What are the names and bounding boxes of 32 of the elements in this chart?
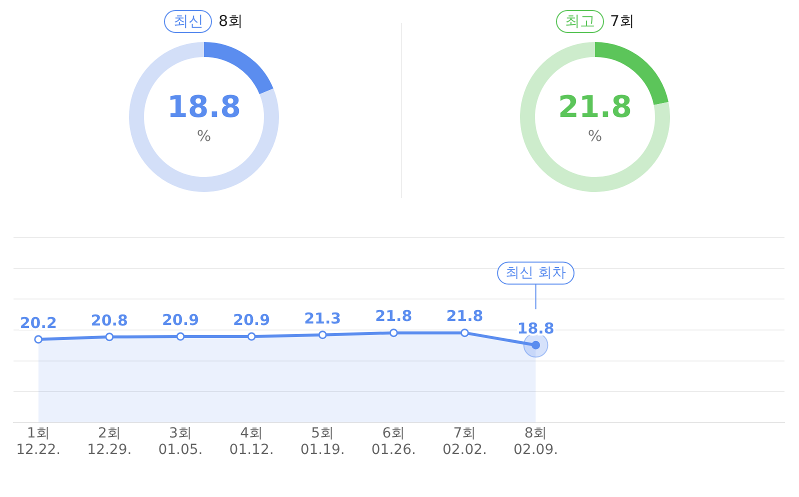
data-label: 20.8 xyxy=(90,311,128,330)
text: % xyxy=(588,126,602,145)
point xyxy=(247,332,256,341)
chart-subtitle: 7회 xyxy=(610,12,635,30)
data-label: 20.2 xyxy=(20,314,57,332)
chart-title: 최고 xyxy=(556,10,604,32)
data-label: 21.8 xyxy=(446,307,484,326)
data-label: 21.8 xyxy=(375,307,412,326)
x-tick-label: 2회 12.29. xyxy=(87,425,132,458)
x-tick-label: 5회 01.19. xyxy=(300,425,345,458)
point xyxy=(34,335,43,344)
x-tick-label: 4회 01.12. xyxy=(229,425,274,458)
chart-subtitle: 8회 xyxy=(218,12,244,30)
point xyxy=(105,332,114,342)
data-label: 18.8 xyxy=(517,320,554,338)
annotation: 최신 회차 xyxy=(506,264,566,281)
point xyxy=(176,332,185,341)
x-tick-label: 3회 01.05. xyxy=(158,425,203,458)
point xyxy=(460,328,469,338)
chart-title: 최신 xyxy=(164,10,212,32)
data-label: 20.9 xyxy=(162,310,199,329)
x-tick-label: 7회 02.02. xyxy=(442,425,487,458)
x-tick-label: 8회 02.09. xyxy=(514,425,558,458)
data-label: 18.8 xyxy=(166,90,241,125)
point xyxy=(389,328,398,338)
point xyxy=(318,330,327,340)
text: % xyxy=(196,126,211,145)
data-label: 21.3 xyxy=(304,309,342,328)
x-tick-label: 6회 01.26. xyxy=(371,425,416,458)
data-label: 21.8 xyxy=(558,90,632,125)
data-label: 20.9 xyxy=(233,310,270,329)
x-tick-label: 1회 12.22. xyxy=(16,425,61,458)
